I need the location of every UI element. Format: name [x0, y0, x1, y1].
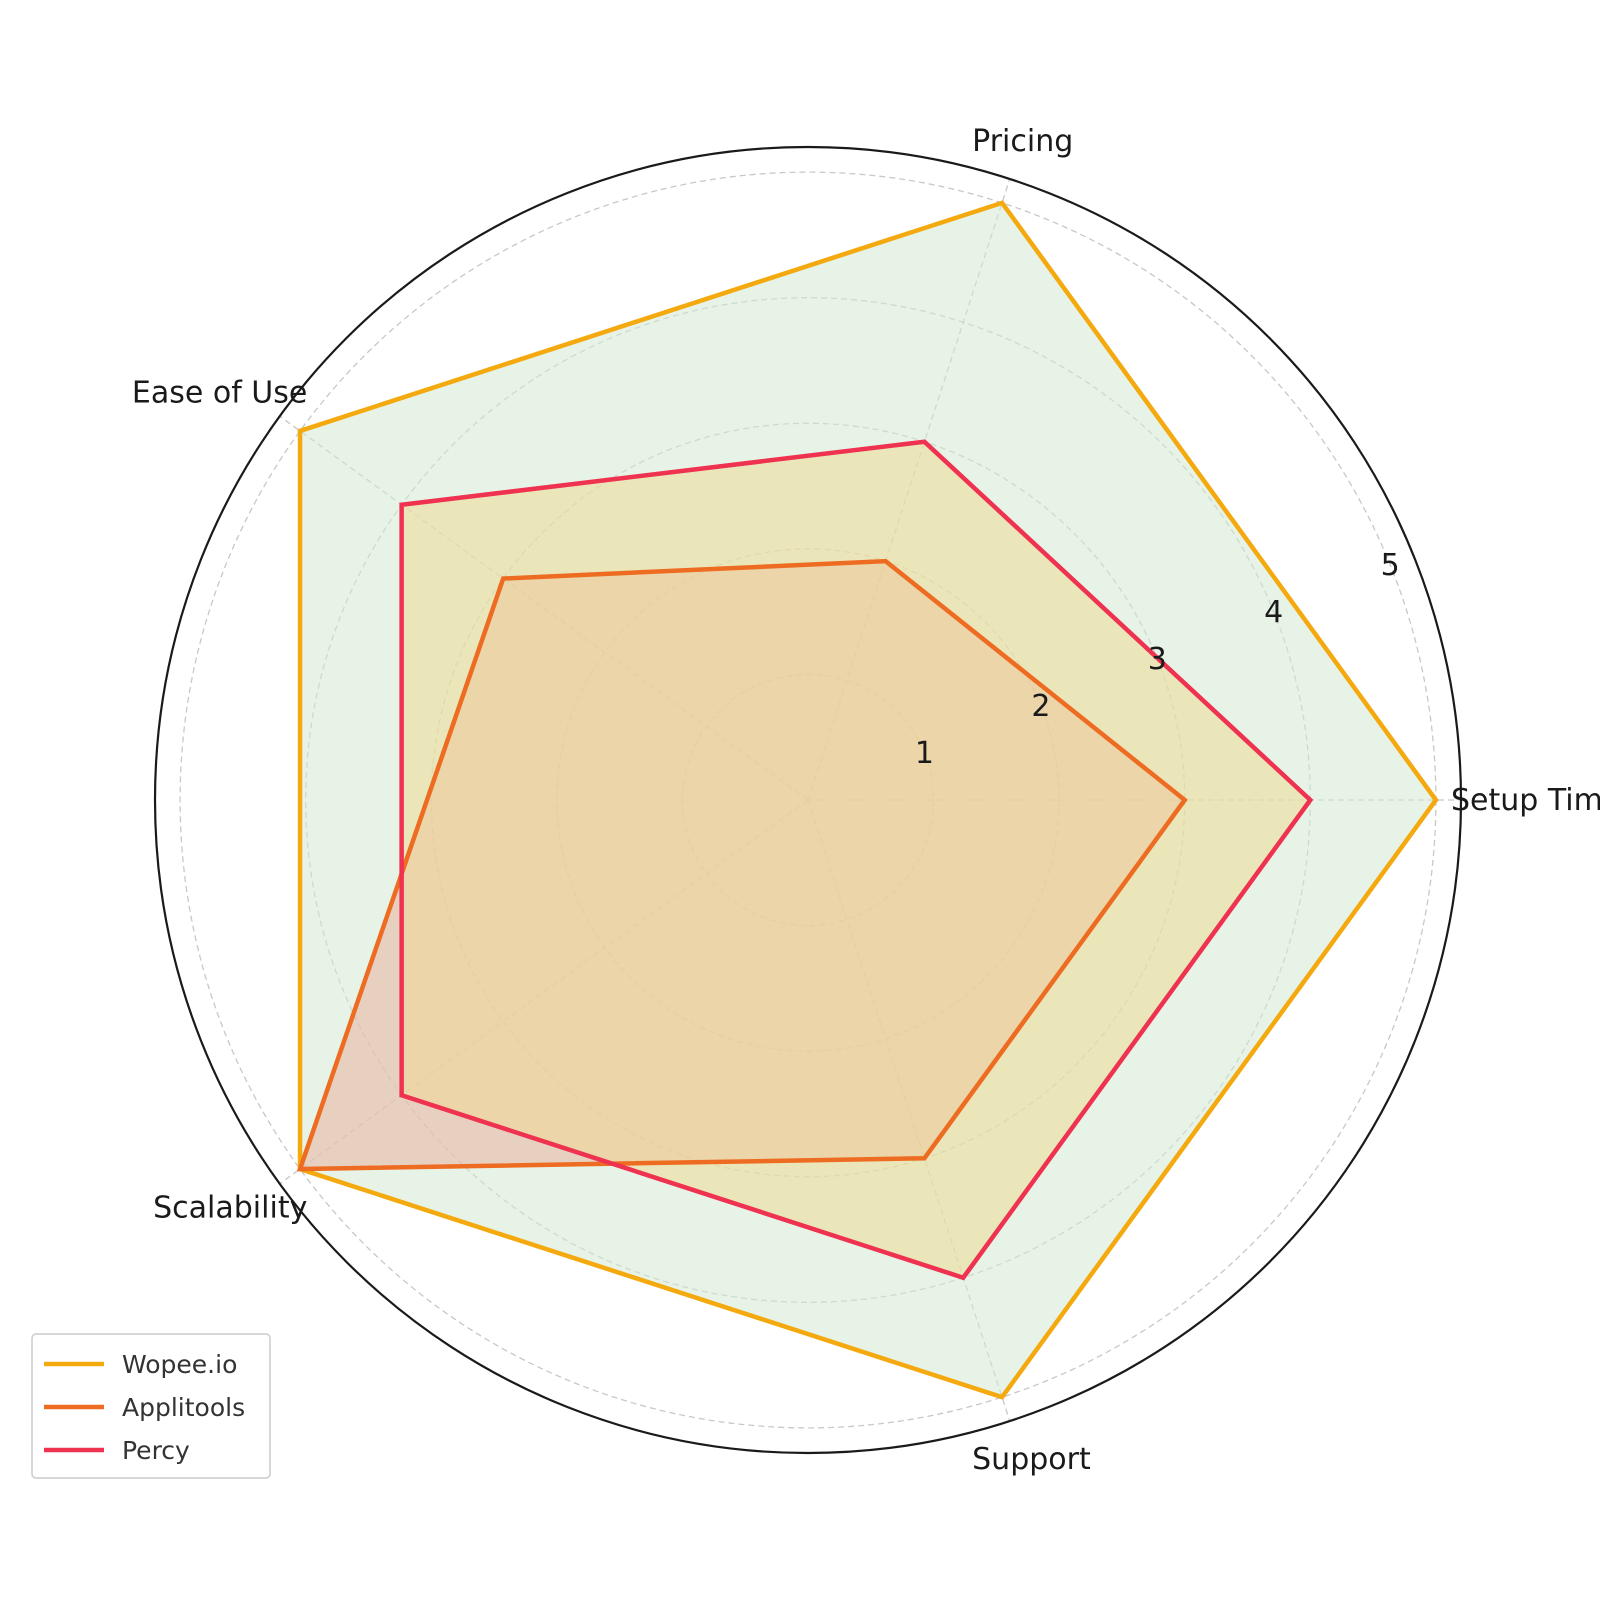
legend-label-1: Wopee.io: [122, 1350, 237, 1379]
radial-tick-label-2: 2: [1031, 689, 1050, 724]
radial-tick-label-1: 1: [915, 736, 934, 771]
radial-tick-label-5: 5: [1381, 548, 1400, 583]
series-line-1: [297, 200, 1439, 1400]
legend: Wopee.io Applitools Percy: [31, 1333, 271, 1479]
series-layer: [296, 200, 1439, 1400]
axis-label-1: Setup Time: [1451, 783, 1600, 818]
label-layer: Setup Time Pricing Ease of Use Scalability S…: [132, 124, 1600, 1477]
outer-frame: [153, 145, 1463, 1455]
axis-label-3: Ease of Use: [132, 376, 307, 411]
radial-tick-label-4: 4: [1264, 595, 1283, 630]
legend-frame: [31, 1333, 271, 1479]
series-line-3: [399, 439, 1314, 1281]
axis-label-4: Scalability: [153, 1190, 307, 1225]
legend-label-3: Percy: [122, 1436, 190, 1465]
axis-label-5: Support: [972, 1442, 1091, 1477]
legend-label-2: Applitools: [122, 1393, 245, 1422]
axis-label-2: Pricing: [972, 124, 1073, 159]
series-fill-3: [401, 441, 1311, 1278]
radial-tick-label-3: 3: [1148, 642, 1167, 677]
